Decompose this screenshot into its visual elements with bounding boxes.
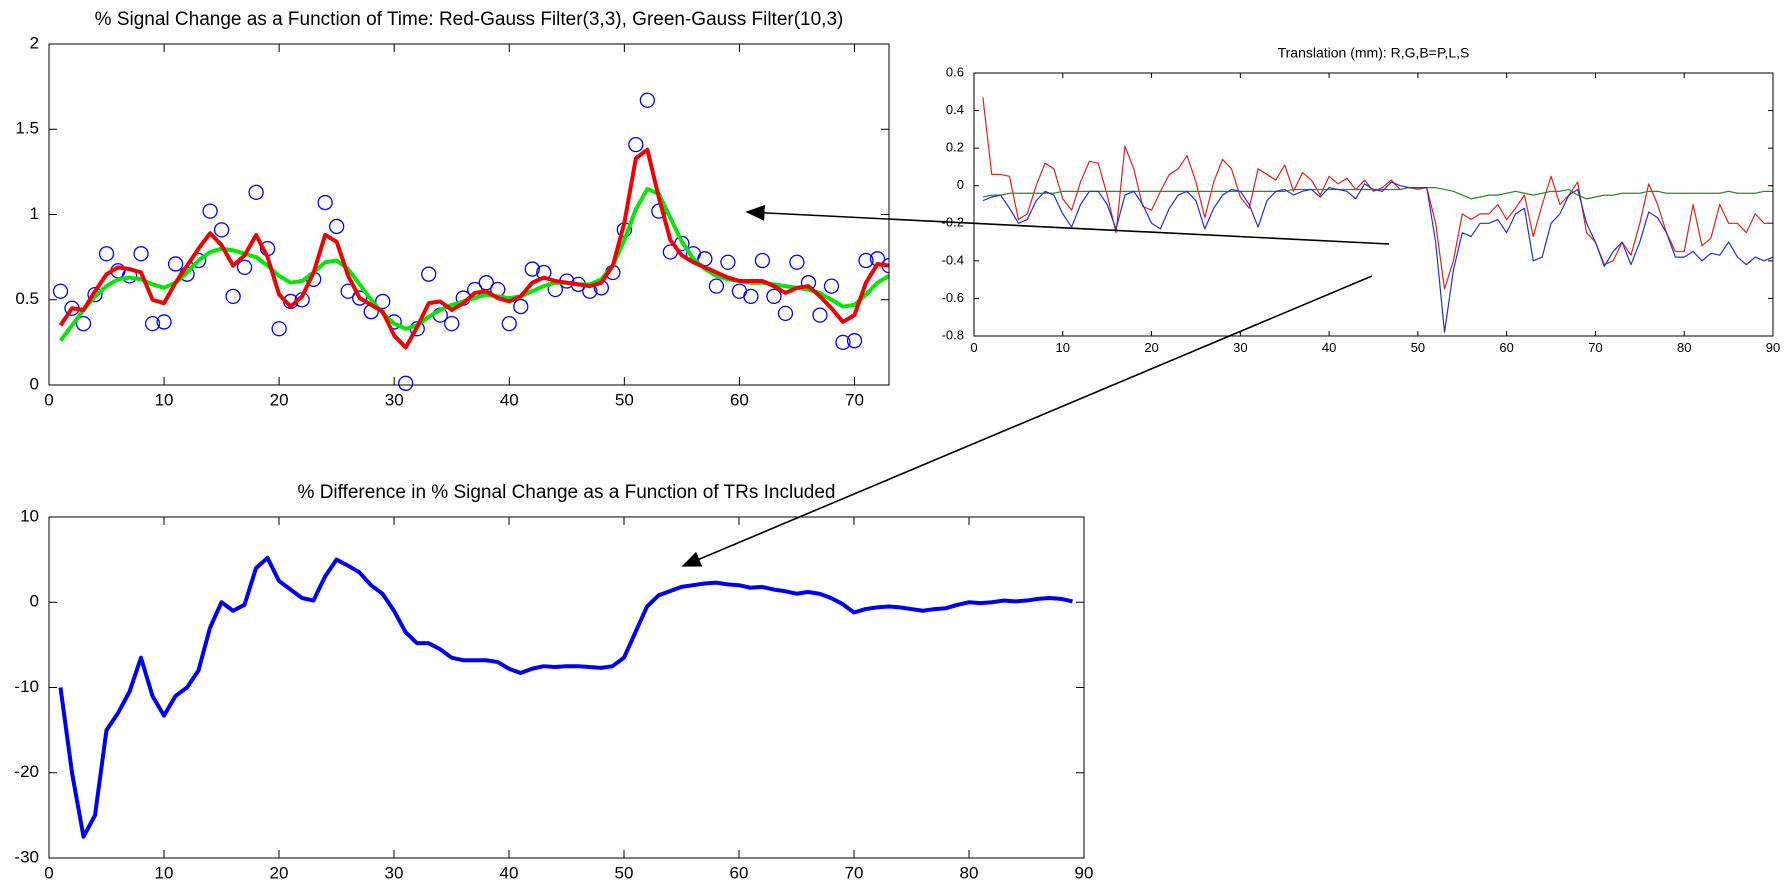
- plot-frame: [48, 516, 1085, 859]
- data-line: [58, 186, 889, 342]
- x-tick-label: 20: [270, 864, 289, 882]
- plot-area: [58, 555, 1073, 839]
- x-tick-label: 0: [970, 340, 977, 355]
- y-tick-label: -0.4: [942, 252, 964, 267]
- x-tick-label: 50: [615, 864, 634, 882]
- data-point: [628, 136, 644, 153]
- data-point: [398, 375, 414, 391]
- data-point: [167, 256, 184, 272]
- y-tick-label: 0.6: [946, 64, 964, 79]
- y-tick-label: 0.5: [15, 289, 39, 308]
- data-point: [75, 315, 92, 332]
- data-line: [58, 147, 889, 350]
- x-tick-label: 90: [1766, 340, 1780, 355]
- data-point: [375, 293, 391, 310]
- data-point: [133, 246, 149, 262]
- y-tick-label: -20: [14, 762, 39, 781]
- x-tick-label: 30: [1233, 340, 1247, 355]
- x-tick-label: 40: [500, 391, 519, 410]
- data-point: [225, 288, 241, 304]
- x-tick-label: 40: [1322, 340, 1336, 355]
- x-tick-label: 70: [845, 864, 864, 882]
- x-tick-label: 90: [1075, 864, 1094, 882]
- y-tick-label: 1.5: [15, 119, 39, 138]
- x-tick-label: 10: [155, 391, 174, 410]
- x-tick-label: 10: [1056, 340, 1070, 355]
- data-point: [858, 252, 874, 269]
- data-line: [58, 555, 1073, 839]
- data-point: [421, 266, 437, 282]
- x-tick-label: 80: [1677, 340, 1691, 355]
- data-point: [708, 278, 725, 294]
- y-tick-label: 10: [20, 506, 39, 525]
- x-tick-label: 0: [44, 391, 53, 410]
- x-tick-label: 70: [1588, 340, 1602, 355]
- data-point: [754, 252, 771, 269]
- data-point: [352, 290, 368, 306]
- y-tick-label: 0: [957, 177, 964, 192]
- x-tick-label: 80: [960, 864, 979, 882]
- data-line: [982, 186, 1773, 200]
- data-point: [156, 314, 172, 330]
- y-tick-label: -10: [14, 677, 39, 696]
- y-tick-label: -0.6: [942, 290, 964, 305]
- data-point: [236, 259, 253, 276]
- x-tick-label: 50: [1411, 340, 1425, 355]
- data-point: [144, 315, 161, 332]
- panel-background: [924, 30, 1788, 370]
- data-point: [248, 184, 264, 200]
- data-point: [743, 288, 759, 304]
- data-point: [777, 305, 794, 322]
- x-tick-label: 50: [615, 391, 634, 410]
- y-tick-label: -0.2: [942, 215, 964, 230]
- x-tick-label: 60: [730, 391, 749, 410]
- data-point: [329, 218, 345, 235]
- x-tick-label: 30: [385, 864, 404, 882]
- plot-frame: [48, 43, 890, 386]
- plot-area: [52, 92, 889, 391]
- x-tick-label: 30: [385, 391, 404, 410]
- data-point: [52, 283, 69, 299]
- data-point: [98, 246, 115, 262]
- data-point: [202, 203, 218, 219]
- data-point: [823, 278, 840, 294]
- data-point: [213, 222, 230, 238]
- data-point: [766, 288, 782, 304]
- data-point: [513, 298, 529, 315]
- x-tick-label: 10: [155, 864, 174, 882]
- data-point: [720, 254, 736, 270]
- y-tick-label: 0.4: [946, 102, 964, 117]
- data-point: [524, 261, 540, 277]
- data-point: [317, 194, 333, 211]
- y-tick-label: -30: [14, 847, 39, 866]
- data-point: [812, 307, 828, 323]
- x-tick-label: 60: [1499, 340, 1513, 355]
- data-point: [271, 321, 287, 337]
- x-tick-label: 20: [1144, 340, 1158, 355]
- x-tick-label: 40: [500, 864, 519, 882]
- chart-title: % Difference in % Signal Change as a Fun…: [298, 482, 836, 503]
- y-tick-label: 0: [30, 374, 39, 393]
- plot-frame: [973, 72, 1774, 337]
- x-tick-label: 0: [44, 864, 53, 882]
- x-tick-label: 70: [845, 391, 864, 410]
- y-tick-label: -0.8: [942, 327, 964, 342]
- y-tick-label: 0.2: [946, 140, 964, 155]
- y-tick-label: 0: [30, 592, 39, 611]
- chart-title: % Signal Change as a Function of Time: R…: [95, 9, 844, 30]
- data-point: [501, 315, 517, 332]
- chart-title: Translation (mm): R,G,B=P,L,S: [1278, 45, 1470, 61]
- data-point: [789, 254, 805, 270]
- x-tick-label: 20: [270, 391, 289, 410]
- data-point: [87, 286, 103, 303]
- data-point: [639, 92, 656, 108]
- data-point: [444, 315, 460, 332]
- x-tick-label: 60: [730, 864, 749, 882]
- y-tick-label: 2: [30, 33, 39, 52]
- y-tick-label: 1: [30, 204, 39, 223]
